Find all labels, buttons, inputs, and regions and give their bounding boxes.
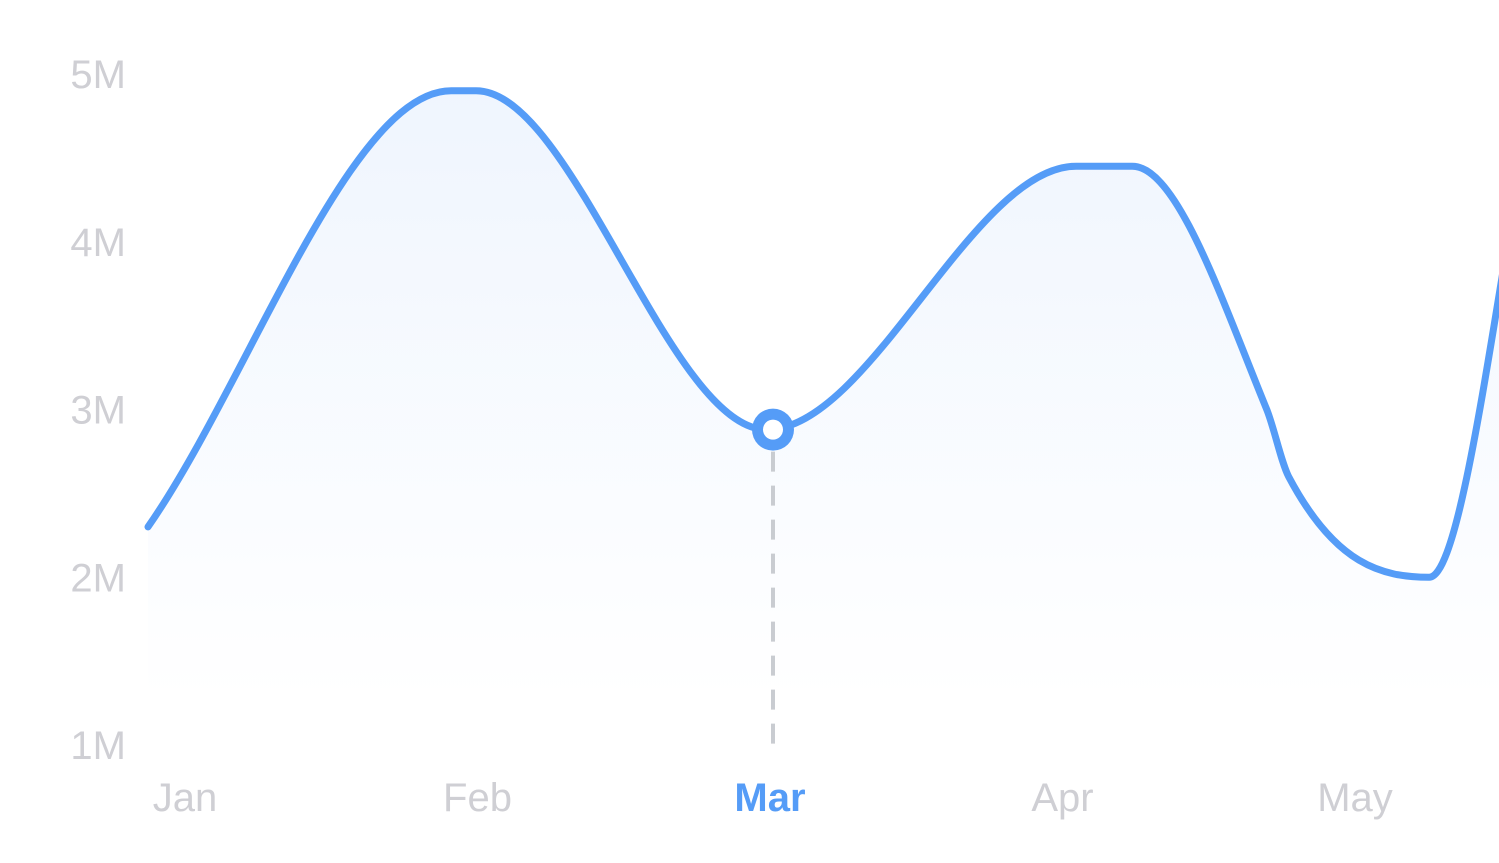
- x-tick-label[interactable]: Apr: [1031, 776, 1093, 820]
- x-tick-label[interactable]: May: [1317, 776, 1393, 820]
- x-tick-label[interactable]: Feb: [443, 776, 512, 820]
- y-tick-label: 5M: [70, 53, 126, 97]
- y-tick-label: 4M: [70, 221, 126, 265]
- x-tick-label[interactable]: Mar: [734, 776, 805, 820]
- x-tick-label[interactable]: Jan: [153, 776, 218, 820]
- highlight-point-center: [763, 419, 783, 440]
- series-line: [144, 87, 1499, 581]
- y-axis: 1M 2M 3M 4M 5M: [70, 53, 126, 768]
- y-tick-label: 1M: [70, 724, 126, 768]
- y-tick-label: 3M: [70, 389, 126, 433]
- y-tick-label: 2M: [70, 556, 126, 600]
- area-fill: [148, 90, 1499, 700]
- x-axis: Jan Feb Mar Apr May: [153, 776, 1393, 820]
